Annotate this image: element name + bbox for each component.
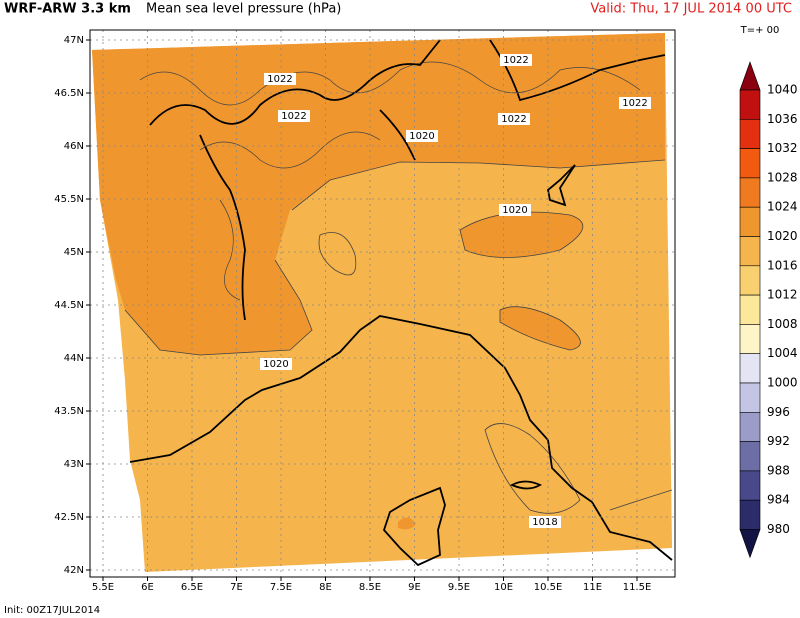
lon-label: 9.5E <box>448 582 470 593</box>
lat-label: 42N <box>64 565 84 576</box>
contour-label: 1020 <box>409 131 434 142</box>
lat-label: 44N <box>64 353 84 364</box>
lat-label: 42.5N <box>54 512 84 523</box>
colorbar-end <box>739 529 761 559</box>
colorbar-box <box>739 324 761 354</box>
contour-label: 1020 <box>502 205 527 216</box>
colorbar-box <box>739 294 761 325</box>
colorbar-box <box>739 441 761 472</box>
lat-label: 44.5N <box>54 300 84 311</box>
lon-label: 11.5E <box>623 582 652 593</box>
colorbar-end <box>739 61 761 91</box>
colorbar-label: 1024 <box>767 200 798 214</box>
colorbar-label: 1004 <box>767 346 798 360</box>
lon-label: 8E <box>319 582 332 593</box>
lat-label: 43.5N <box>54 406 84 417</box>
valid-time: Valid: Thu, 17 JUL 2014 00 UTC <box>590 2 792 17</box>
lat-label: 45N <box>64 247 84 258</box>
colorbar-box <box>739 89 761 120</box>
lat-label: 46.5N <box>54 88 84 99</box>
lat-label: 46N <box>64 141 84 152</box>
colorbar-label: 1028 <box>767 170 798 184</box>
colorbar-label: 1016 <box>767 258 798 272</box>
colorbar-box <box>739 499 761 530</box>
contour-label: 1022 <box>503 55 528 66</box>
lon-label: 7E <box>230 582 243 593</box>
colorbar-box <box>739 265 761 296</box>
colorbar-label: 996 <box>767 405 790 419</box>
colorbar-label: 988 <box>767 463 790 477</box>
contour-label: 1022 <box>281 111 306 122</box>
contour-label: 1022 <box>622 98 647 109</box>
colorbar-box <box>739 177 761 208</box>
lon-label: 6E <box>141 582 154 593</box>
lon-label: 6.5E <box>181 582 203 593</box>
colorbar-label: 1036 <box>767 112 798 126</box>
lon-label: 10E <box>494 582 513 593</box>
colorbar-label: 1020 <box>767 229 798 243</box>
lon-label: 5.5E <box>92 582 114 593</box>
colorbar-label: 1000 <box>767 376 798 390</box>
colorbar-box <box>739 353 761 384</box>
colorbar-box <box>739 236 761 267</box>
contour-label: 1018 <box>532 517 557 528</box>
init-time: Init: 00Z17JUL2014 <box>4 605 100 616</box>
lon-label: 8.5E <box>359 582 381 593</box>
colorbar-label: 1008 <box>767 317 798 331</box>
lon-label: 10.5E <box>534 582 563 593</box>
title: Mean sea level pressure (hPa) <box>146 2 341 17</box>
lat-label: 47N <box>64 35 84 46</box>
colorbar-box <box>739 119 761 149</box>
colorbar-box <box>739 148 761 179</box>
model-name: WRF-ARW 3.3 km <box>4 2 131 17</box>
map: 1022 1022 1022 1022 1022 1020 1020 1020 … <box>89 29 676 578</box>
lon-label: 9E <box>408 582 421 593</box>
colorbar-label: 980 <box>767 522 790 536</box>
contour-label: 1022 <box>501 114 526 125</box>
lon-label: 11E <box>583 582 602 593</box>
lat-label: 43N <box>64 459 84 470</box>
colorbar-label: 1040 <box>767 83 798 97</box>
contour-label: 1022 <box>267 74 292 85</box>
colorbar-label: 1012 <box>767 288 798 302</box>
colorbar-box <box>739 206 761 237</box>
lat-label: 45.5N <box>54 194 84 205</box>
colorbar: 1040 1036 1032 1028 1024 1020 1016 1012 1008 1004… <box>739 61 798 559</box>
colorbar-box <box>739 470 761 501</box>
colorbar-label: 1032 <box>767 141 798 155</box>
contour-label: 1020 <box>263 359 288 370</box>
lon-label: 7.5E <box>270 582 292 593</box>
colorbar-label: 992 <box>767 434 790 448</box>
colorbar-box <box>739 382 761 413</box>
colorbar-box <box>739 411 761 442</box>
colorbar-label: 984 <box>767 493 790 507</box>
lead-time: T=+ 00 <box>740 25 780 36</box>
